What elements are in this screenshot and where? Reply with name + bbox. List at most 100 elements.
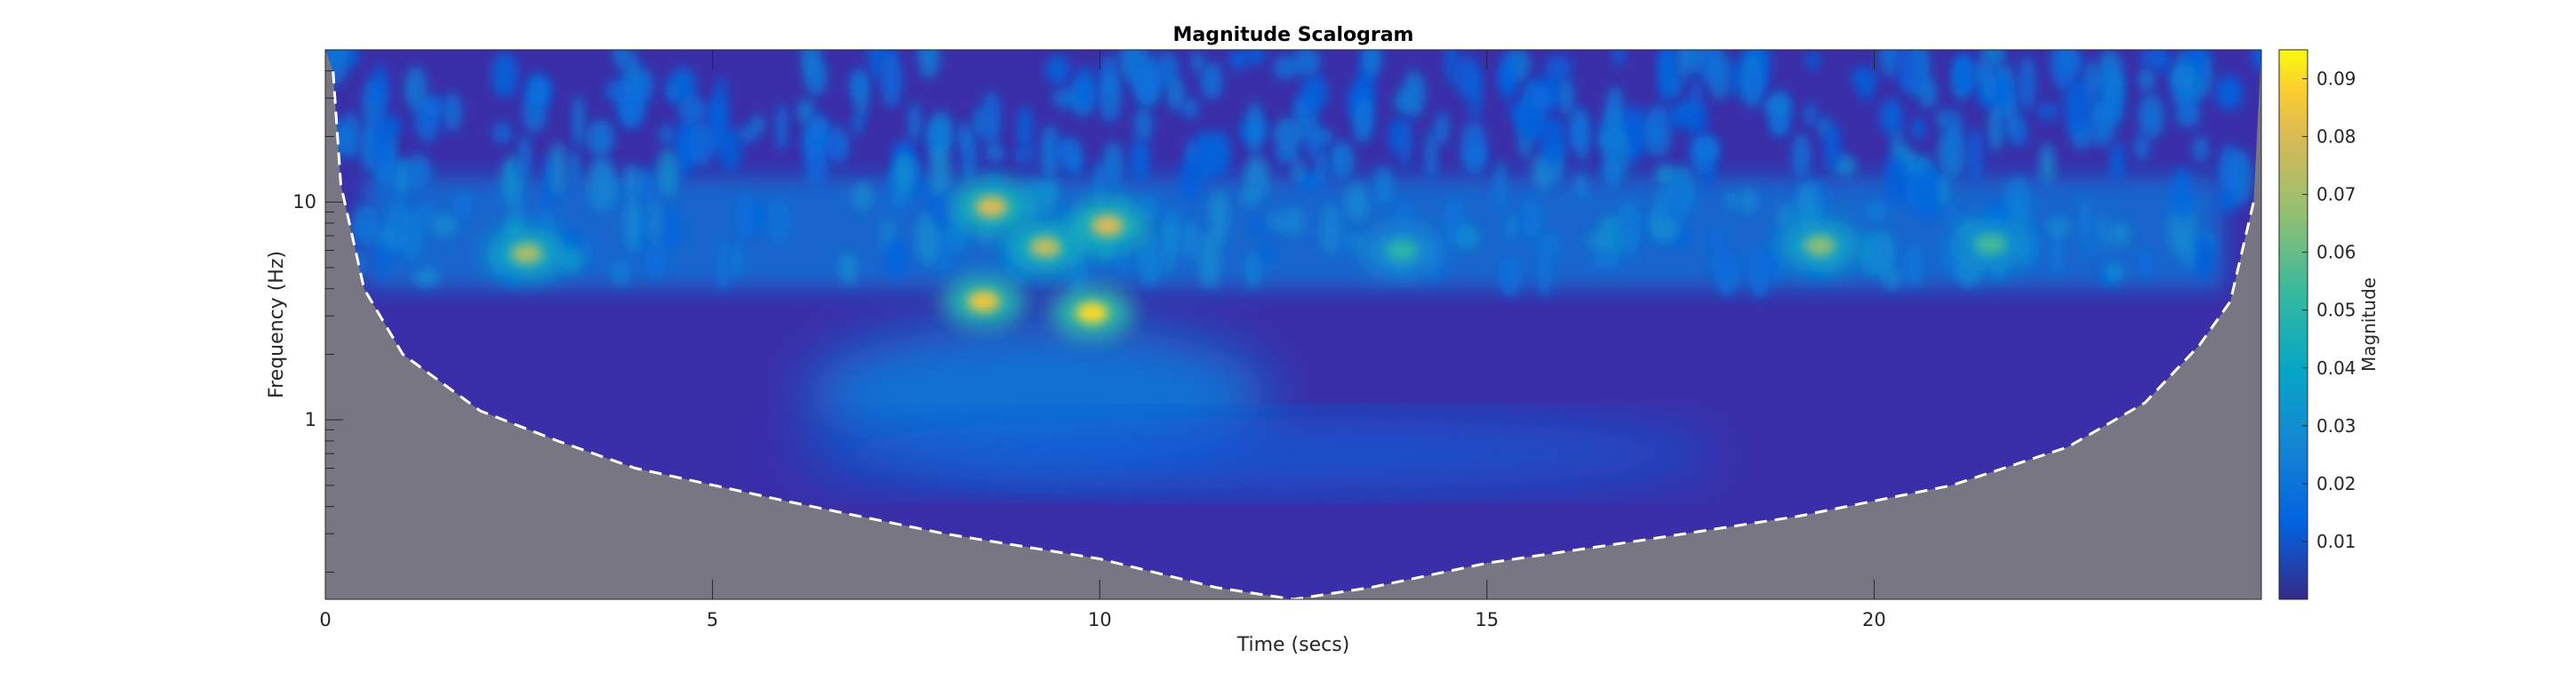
scalogram-texture [1644, 104, 1672, 158]
scalogram-texture [623, 164, 640, 199]
cone-of-influence-shade [325, 50, 2261, 599]
hotspot [1076, 301, 1108, 324]
scalogram-texture [1653, 220, 1679, 243]
y-axis: 1 10 [292, 49, 343, 573]
scalogram-texture [491, 52, 518, 99]
scalogram-texture [1537, 242, 1553, 298]
scalogram-texture [1864, 201, 1888, 221]
scalogram-texture [2096, 213, 2110, 251]
scalogram-texture [1937, 128, 1966, 180]
hotspot [1804, 235, 1836, 257]
scalogram-texture [2193, 135, 2209, 163]
scalogram-texture [1280, 206, 1306, 237]
colorbar-tick-label: 0.09 [2316, 68, 2356, 90]
scalogram-texture [605, 79, 632, 103]
scalogram-texture [917, 50, 940, 79]
scalogram-texture [2186, 50, 2209, 75]
scalogram-texture [2109, 221, 2131, 246]
scalogram-texture [1013, 146, 1035, 164]
scalogram-texture [2219, 143, 2239, 195]
scalogram-texture [1575, 171, 1588, 200]
scalogram-texture [1763, 95, 1789, 116]
scalogram-texture [2088, 100, 2114, 122]
scalogram-texture [404, 66, 427, 111]
scalogram-texture [664, 205, 682, 251]
hotspot [967, 290, 1000, 312]
scalogram-texture [1569, 108, 1587, 151]
scalogram-texture [1603, 158, 1620, 189]
x-tick-label: 20 [1862, 609, 1886, 630]
x-axis-label: Time (secs) [1236, 634, 1350, 656]
scalogram-texture [2063, 78, 2091, 134]
scalogram-texture [1692, 135, 1720, 161]
scalogram-texture [1505, 213, 1521, 240]
colorbar-tick-label: 0.08 [2316, 126, 2356, 148]
hotspot [1091, 214, 1124, 237]
scalogram-texture [916, 211, 940, 266]
scalogram-texture [2037, 101, 2058, 122]
scalogram-texture [2051, 223, 2062, 277]
scalogram-texture [717, 238, 730, 292]
scalogram-texture [1136, 233, 1164, 285]
scalogram-texture [1709, 248, 1737, 273]
scalogram-texture [1523, 196, 1538, 240]
scalogram-texture [1292, 50, 1321, 76]
scalogram-texture [1134, 107, 1153, 141]
scalogram-texture [404, 154, 432, 189]
scalogram-texture [2039, 143, 2055, 185]
hotspot [975, 196, 1008, 218]
scalogram-texture [1130, 137, 1150, 183]
scalogram-texture [1292, 158, 1304, 183]
scalogram-texture [1708, 226, 1724, 253]
scalogram-texture [429, 213, 458, 237]
low-frequency-glow [792, 418, 1717, 490]
scalogram-texture [2104, 261, 2124, 283]
scalogram-texture [2109, 140, 2124, 183]
scalogram-texture [1745, 66, 1763, 101]
scalogram-texture [775, 103, 788, 152]
scalogram-texture [350, 205, 380, 247]
colorbar-ticks: 0.01 0.02 0.03 0.04 0.05 0.06 0.07 0.08 0.09 [2302, 68, 2356, 552]
scalogram-texture [1883, 265, 1901, 291]
colorbar-tick-label: 0.07 [2316, 184, 2356, 205]
scalogram-texture [1879, 99, 1903, 135]
scalogram-texture [1163, 221, 1175, 275]
scalogram-texture [1251, 215, 1262, 237]
scalogram-texture [581, 237, 594, 266]
scalogram-texture [1530, 85, 1552, 111]
scalogram-texture [569, 148, 580, 189]
scalogram-texture [884, 238, 908, 277]
scalogram-texture [958, 121, 971, 152]
scalogram-texture [1320, 204, 1342, 255]
scalogram-texture [338, 112, 361, 159]
scalogram-texture [796, 98, 815, 125]
scalogram-texture [1664, 182, 1687, 232]
scalogram-texture [1966, 127, 1984, 183]
scalogram-texture [1300, 74, 1328, 110]
scalogram-texture [656, 148, 680, 197]
scalogram-texture [453, 192, 473, 221]
scalogram-texture [1260, 240, 1275, 265]
scalogram-texture [1273, 117, 1301, 152]
scalogram-texture [529, 76, 548, 107]
scalogram-texture [2252, 50, 2261, 72]
scalogram-texture [1045, 55, 1070, 85]
scalogram-texture [751, 115, 765, 134]
y-tick-label: 1 [305, 409, 316, 430]
scalogram-texture [1425, 128, 1437, 181]
colorbar-tick-label: 0.02 [2316, 473, 2356, 494]
scalogram-texture [588, 156, 616, 213]
scalogram-texture [1114, 244, 1132, 275]
scalogram-texture [572, 94, 585, 148]
scalogram-texture [2060, 50, 2082, 76]
hotspot [1385, 239, 1418, 261]
scalogram-texture [2138, 93, 2164, 140]
scalogram-texture [767, 198, 790, 245]
scalogram-texture [2175, 103, 2201, 128]
scalogram-texture [1919, 77, 1937, 109]
scalogram-texture [678, 96, 708, 124]
scalogram-texture [1778, 201, 1795, 232]
scalogram-texture [666, 82, 680, 101]
x-tick-label: 0 [319, 609, 331, 630]
scalogram-texture [1269, 212, 1285, 231]
